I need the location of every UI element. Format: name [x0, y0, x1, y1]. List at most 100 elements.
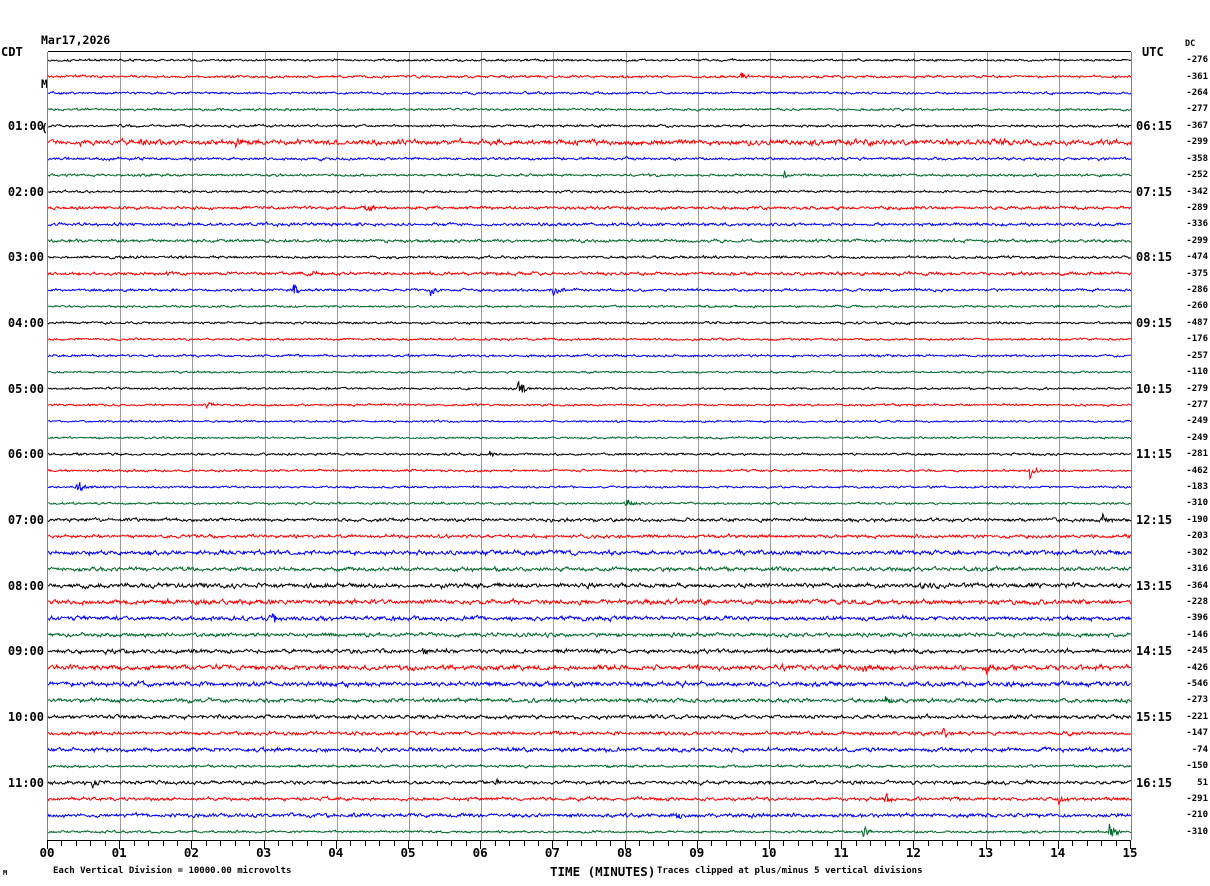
- dc-value-24: -281: [1186, 449, 1208, 460]
- dc-value-33: -228: [1186, 596, 1208, 607]
- gridline-minute-7: [553, 52, 555, 840]
- tick-2.40: [220, 840, 222, 846]
- tick-13.80: [1043, 840, 1045, 846]
- dc-value-10: -336: [1186, 219, 1208, 230]
- tick-13.20: [1000, 840, 1002, 846]
- tick-5.60: [451, 840, 453, 846]
- trace-row-6: [48, 157, 1131, 161]
- trace-row-12: [48, 255, 1131, 259]
- dc-value-45: -291: [1186, 793, 1208, 804]
- cdt-label-20: 05:00: [7, 381, 44, 396]
- tick-1.00: [119, 840, 121, 849]
- tick-12.40: [942, 840, 944, 846]
- tick-7.20: [566, 840, 568, 846]
- dc-value-21: -277: [1186, 399, 1208, 410]
- trace-row-22: [48, 420, 1131, 423]
- tick-7.60: [595, 840, 597, 846]
- dc-value-23: -249: [1186, 432, 1208, 443]
- trace-row-11: [48, 239, 1131, 243]
- gridline-minute-3: [264, 52, 266, 840]
- trace-row-31: [48, 566, 1131, 571]
- tick-10.60: [812, 840, 814, 846]
- x-axis-title: TIME (MINUTES): [550, 864, 656, 879]
- utc-label-8: 07:15: [1136, 184, 1173, 199]
- header-date: Mar17,2026: [41, 33, 111, 48]
- dc-value-16: -487: [1186, 317, 1208, 328]
- dc-value-42: -74: [1191, 744, 1208, 755]
- dc-value-31: -316: [1186, 564, 1208, 575]
- tick-13.60: [1028, 840, 1030, 846]
- trace-row-32: [48, 582, 1131, 588]
- dc-value-29: -203: [1186, 531, 1208, 542]
- dc-value-36: -245: [1186, 646, 1208, 657]
- dc-value-12: -474: [1186, 252, 1208, 263]
- gridline-minute-2: [192, 52, 194, 840]
- trace-row-13: [48, 271, 1131, 275]
- trace-row-24: [48, 451, 1131, 457]
- dc-value-47: -310: [1186, 826, 1208, 837]
- plot-top-border: [48, 51, 1131, 52]
- x-tick-label-12: 12: [905, 845, 921, 860]
- dc-value-5: -299: [1186, 137, 1208, 148]
- trace-row-33: [48, 598, 1131, 605]
- trace-row-14: [48, 285, 1131, 297]
- gridline-minute-8: [625, 52, 627, 840]
- tick-0.60: [90, 840, 92, 846]
- utc-label-44: 16:15: [1136, 775, 1173, 790]
- dc-value-11: -299: [1186, 235, 1208, 246]
- tick-7.40: [581, 840, 583, 846]
- tick-4.20: [350, 840, 352, 846]
- tick-14.60: [1101, 840, 1103, 846]
- tick-14.40: [1086, 840, 1088, 846]
- dc-value-46: -210: [1186, 810, 1208, 821]
- tick-2.80: [249, 840, 251, 846]
- dc-value-39: -273: [1186, 695, 1208, 706]
- dc-value-17: -176: [1186, 334, 1208, 345]
- tick-9.00: [696, 840, 698, 849]
- trace-row-26: [48, 482, 1131, 490]
- tick-6.40: [509, 840, 511, 846]
- tick-10.00: [769, 840, 770, 849]
- cdt-label-40: 10:00: [7, 709, 44, 724]
- utc-label-28: 12:15: [1136, 512, 1173, 527]
- dc-value-20: -279: [1186, 383, 1208, 394]
- x-tick-label-05: 05: [400, 845, 416, 860]
- utc-label-40: 15:15: [1136, 709, 1173, 724]
- tick-7.00: [552, 840, 554, 849]
- dc-value-34: -396: [1186, 613, 1208, 624]
- dc-value-1: -361: [1186, 71, 1208, 82]
- cdt-label-44: 11:00: [7, 775, 44, 790]
- tick-12.20: [927, 840, 929, 846]
- x-tick-label-15: 15: [1122, 845, 1138, 860]
- tick-14.80: [1115, 840, 1117, 846]
- trace-row-43: [48, 764, 1131, 768]
- trace-row-18: [48, 354, 1131, 357]
- tick-11.40: [870, 840, 872, 846]
- tick-12.80: [971, 840, 973, 846]
- trace-row-7: [48, 172, 1131, 178]
- footer-clip-note: Traces clipped at plus/minus 5 vertical …: [657, 866, 923, 876]
- tick-15.00: [1130, 840, 1131, 849]
- tick-8.60: [667, 840, 669, 846]
- tick-3.80: [321, 840, 323, 846]
- dc-value-22: -249: [1186, 416, 1208, 427]
- tick-2.00: [191, 840, 193, 849]
- gridline-minute-6: [481, 52, 483, 840]
- dc-value-4: -367: [1186, 120, 1208, 131]
- tick-8.40: [653, 840, 655, 846]
- trace-row-39: [48, 696, 1131, 703]
- trace-row-27: [48, 500, 1131, 506]
- dc-value-6: -358: [1186, 153, 1208, 164]
- dc-value-15: -260: [1186, 301, 1208, 312]
- tick-4.40: [364, 840, 366, 846]
- trace-row-10: [48, 222, 1131, 226]
- dc-value-40: -221: [1186, 711, 1208, 722]
- trace-row-46: [48, 813, 1131, 819]
- tick-8.00: [624, 840, 626, 849]
- x-tick-label-00: 00: [39, 845, 55, 860]
- dc-column-title: DC: [1185, 39, 1196, 49]
- tick-8.80: [682, 840, 684, 846]
- gridline-minute-12: [914, 52, 916, 840]
- tick-8.20: [639, 840, 641, 846]
- x-tick-label-02: 02: [183, 845, 199, 860]
